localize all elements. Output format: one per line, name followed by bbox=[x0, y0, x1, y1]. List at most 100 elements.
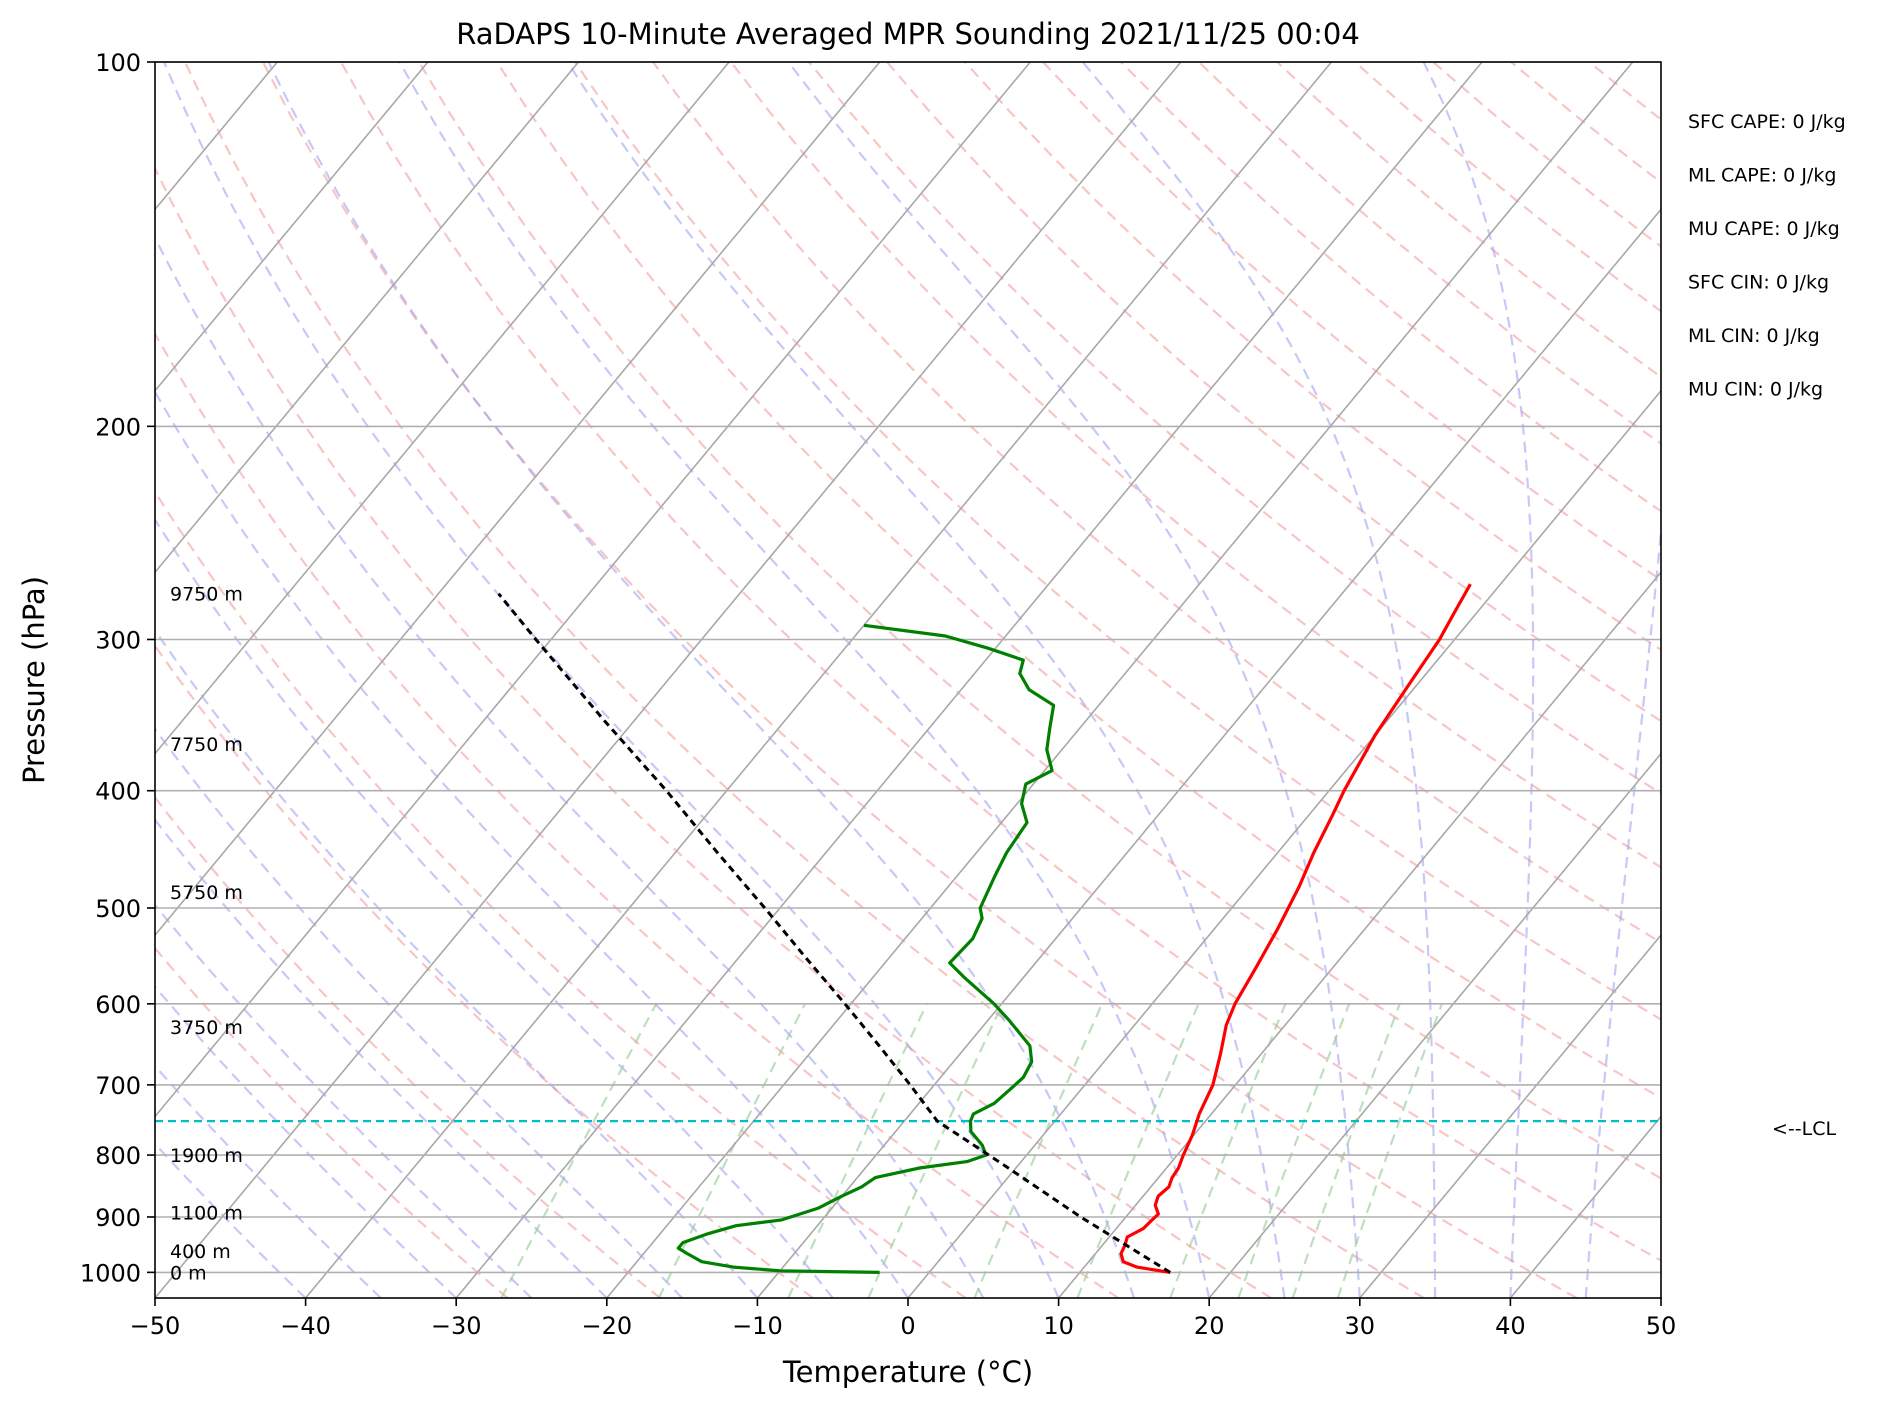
moist-adiabat bbox=[566, 62, 1286, 1298]
isotherm bbox=[907, 389, 1661, 1298]
x-tick-label: 0 bbox=[900, 1312, 915, 1340]
x-tick-label: 40 bbox=[1495, 1312, 1526, 1340]
mixing-ratio-line bbox=[1336, 1003, 1443, 1298]
moist-adiabat bbox=[1659, 1286, 1661, 1298]
mixing-ratio-line bbox=[500, 1003, 658, 1298]
x-tick-label: 10 bbox=[1043, 1312, 1074, 1340]
moist-adiabat bbox=[398, 62, 1211, 1298]
plot-area-background bbox=[155, 62, 1661, 1298]
isotherm bbox=[756, 208, 1661, 1298]
isotherm bbox=[606, 62, 1634, 1298]
mixing-ratio-line bbox=[867, 1003, 1004, 1298]
dry-adiabat bbox=[1667, 62, 1882, 1298]
dry-adiabat bbox=[155, 946, 509, 1298]
height-label: 9750 m bbox=[170, 584, 243, 606]
stability-index-label: SFC CIN: 0 J/kg bbox=[1688, 272, 1829, 294]
isotherm bbox=[155, 62, 1031, 1118]
dry-adiabat bbox=[574, 62, 1661, 1021]
dewpoint-profile bbox=[676, 623, 1056, 1274]
moist-adiabat bbox=[155, 517, 834, 1298]
mixing-ratio-line bbox=[787, 1003, 928, 1298]
stability-index-label: MU CIN: 0 J/kg bbox=[1688, 379, 1823, 401]
dry-adiabat bbox=[1042, 62, 1661, 582]
dry-adiabat bbox=[964, 62, 1661, 652]
chart-title: RaDAPS 10-Minute Averaged MPR Sounding 2… bbox=[456, 17, 1360, 51]
x-tick-label: −40 bbox=[280, 1312, 331, 1340]
y-tick-label: 1000 bbox=[80, 1259, 141, 1287]
y-tick-label: 100 bbox=[95, 49, 141, 77]
isotherm bbox=[155, 62, 881, 937]
y-axis-title: Pressure (hPa) bbox=[17, 576, 51, 784]
moist-adiabat bbox=[1081, 62, 1437, 1298]
x-axis-title: Temperature (°C) bbox=[782, 1355, 1033, 1389]
y-tick-label: 900 bbox=[95, 1204, 141, 1232]
x-tick-label: 50 bbox=[1646, 1312, 1677, 1340]
axis-ticks: −50 −40 −30 −20 −10 0 10 20 30 40 50 100 200 300 400 50… bbox=[80, 49, 1676, 1340]
dry-adiabat bbox=[496, 62, 1661, 1100]
height-label: 5750 m bbox=[170, 882, 243, 904]
height-label: 0 m bbox=[170, 1262, 207, 1284]
x-tick-label: −50 bbox=[130, 1312, 181, 1340]
stability-index-label: MU CAPE: 0 J/kg bbox=[1688, 218, 1840, 240]
y-tick-label: 700 bbox=[95, 1072, 141, 1100]
moist-adiabat bbox=[1422, 62, 1535, 1298]
mixing-ratio-line bbox=[1076, 1003, 1200, 1298]
dry-adiabat bbox=[184, 62, 1425, 1298]
isotherm bbox=[1660, 1296, 1661, 1298]
isotherm bbox=[155, 62, 580, 574]
x-tick-label: −30 bbox=[431, 1312, 482, 1340]
y-tick-label: 800 bbox=[95, 1142, 141, 1170]
dry-adiabat bbox=[418, 62, 1661, 1180]
mixing-ratio-line bbox=[1237, 1003, 1351, 1298]
dry-adiabat bbox=[340, 62, 1661, 1262]
x-tick-label: −20 bbox=[581, 1312, 632, 1340]
moist-adiabat bbox=[267, 62, 1135, 1298]
height-label: 3750 m bbox=[170, 1017, 243, 1039]
moist-adiabat bbox=[787, 62, 1361, 1298]
x-tick-label: 20 bbox=[1194, 1312, 1225, 1340]
y-tick-label: 200 bbox=[95, 413, 141, 441]
y-tick-label: 400 bbox=[95, 778, 141, 806]
mixing-ratio-line bbox=[1291, 1003, 1401, 1298]
dry-adiabat bbox=[652, 62, 1661, 944]
chart-labels: 9750 m 7750 m 5750 m 3750 m 1900 m 1100 m 400 … bbox=[170, 111, 1846, 1284]
isotherm bbox=[1057, 570, 1661, 1298]
mixing-ratio-line bbox=[973, 1003, 1104, 1298]
moist-adiabat bbox=[155, 389, 909, 1298]
isotherm bbox=[155, 62, 429, 393]
dry-adiabat bbox=[262, 62, 1578, 1298]
stability-index-label: SFC CAPE: 0 J/kg bbox=[1688, 111, 1846, 133]
isotherm bbox=[1359, 933, 1661, 1298]
dry-adiabat bbox=[155, 795, 661, 1298]
stability-index-label: ML CIN: 0 J/kg bbox=[1688, 325, 1820, 347]
x-tick-label: 30 bbox=[1345, 1312, 1376, 1340]
y-tick-label: 300 bbox=[95, 626, 141, 654]
y-tick-label: 600 bbox=[95, 991, 141, 1019]
moist-adiabat bbox=[162, 62, 1060, 1298]
background-reference-lines bbox=[155, 62, 1882, 1298]
moist-adiabat bbox=[155, 235, 985, 1298]
dry-adiabat bbox=[1823, 62, 1882, 1298]
dry-adiabat bbox=[155, 643, 814, 1298]
height-label: 7750 m bbox=[170, 734, 243, 756]
parcel-path bbox=[497, 592, 1171, 1274]
isotherm bbox=[455, 62, 1483, 1298]
sounding-profiles bbox=[497, 583, 1472, 1274]
mixing-ratio-line bbox=[657, 1003, 806, 1298]
dry-adiabat bbox=[808, 62, 1661, 795]
y-tick-label: 500 bbox=[95, 895, 141, 923]
height-label: 1900 m bbox=[170, 1145, 243, 1167]
height-label: 400 m bbox=[170, 1241, 231, 1263]
lcl-label: <--LCL bbox=[1772, 1118, 1836, 1140]
mixing-ratio-line bbox=[1169, 1003, 1287, 1298]
isotherm bbox=[1208, 752, 1661, 1298]
isotherm bbox=[304, 62, 1333, 1298]
isotherm bbox=[155, 62, 730, 755]
moist-adiabat bbox=[1584, 521, 1661, 1298]
height-label: 1100 m bbox=[170, 1202, 243, 1224]
isotherm bbox=[155, 62, 1182, 1298]
stability-index-label: ML CAPE: 0 J/kg bbox=[1688, 165, 1836, 187]
dry-adiabat bbox=[155, 331, 1120, 1298]
temperature-profile bbox=[1119, 583, 1472, 1274]
